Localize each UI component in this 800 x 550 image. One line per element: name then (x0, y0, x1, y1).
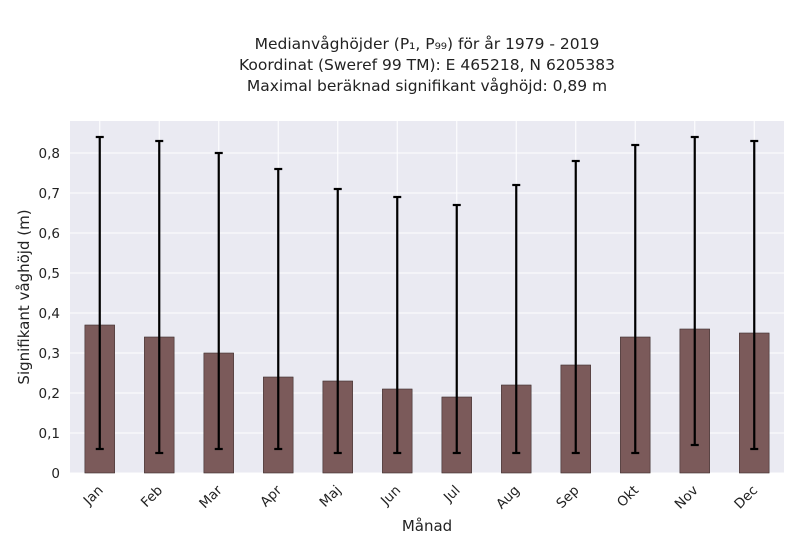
y-tick-label: 0 (51, 466, 60, 482)
x-tick-label-dec: Dec (731, 483, 761, 513)
chart-title: Medianvåghöjder (P₁, P₉₉) för år 1979 - … (70, 34, 784, 97)
x-tick-label-jan: Jan (80, 483, 107, 510)
chart-title-line-3: Maximal beräknad signifikant våghöjd: 0,… (246, 77, 608, 95)
x-tick-label-jul: Jul (440, 483, 464, 507)
y-tick-label: 0,3 (39, 346, 60, 362)
y-tick-label: 0,8 (39, 146, 60, 162)
x-axis-label: Månad (402, 517, 452, 535)
y-tick-label: 0,5 (39, 266, 60, 282)
plot-background (70, 121, 784, 473)
x-tick-label-sep: Sep (553, 483, 582, 512)
x-tick-label-okt: Okt (614, 483, 642, 511)
x-tick-label-maj: Maj (317, 483, 345, 511)
y-axis-label: Signifikant våghöjd (m) (15, 209, 33, 384)
chart-title-line-1: Medianvåghöjder (P₁, P₉₉) för år 1979 - … (254, 35, 600, 53)
x-tick-label-apr: Apr (257, 482, 285, 510)
x-tick-label-jun: Jun (377, 483, 404, 510)
y-tick-label: 0,1 (39, 426, 60, 442)
x-tick-label-aug: Aug (493, 483, 523, 513)
y-tick-label: 0,6 (39, 226, 60, 242)
x-tick-label-feb: Feb (138, 483, 166, 511)
chart-title-line-2: Koordinat (Sweref 99 TM): E 465218, N 62… (239, 56, 615, 74)
y-tick-label: 0,2 (39, 386, 60, 402)
x-tick-label-nov: Nov (672, 483, 702, 513)
y-tick-label: 0,7 (39, 186, 60, 202)
x-tick-label-mar: Mar (196, 482, 226, 512)
y-tick-label: 0,4 (39, 306, 60, 322)
